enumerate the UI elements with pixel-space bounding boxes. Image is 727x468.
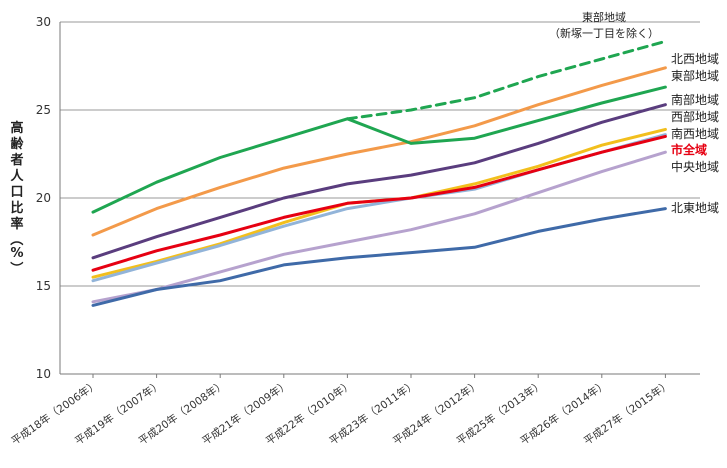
series-label: 南西地域 — [671, 126, 719, 141]
series-line — [91, 103, 667, 260]
series-line — [91, 133, 667, 283]
y-tick-label: 25 — [36, 103, 51, 117]
y-label-char: 者 — [9, 152, 23, 168]
series-label: 北西地域 — [671, 52, 719, 66]
y-label-char: 率 — [10, 216, 23, 232]
y-tick-label: 20 — [36, 191, 51, 205]
annotation-line2: （新塚一丁目を除く） — [549, 26, 659, 40]
y-tick-label: 15 — [36, 279, 51, 293]
y-label-char: ） — [8, 261, 24, 274]
y-tick-labels: 10 15 20 25 30 — [36, 15, 51, 381]
series-lines — [91, 39, 667, 307]
x-tick-labels: 平成18年（2006年）平成19年（2007年）平成20年（2008年）平成21… — [9, 378, 673, 448]
series-line — [91, 134, 667, 272]
series-line — [345, 39, 667, 121]
y-label-char: 口 — [10, 185, 23, 200]
y-tick-label: 10 — [36, 367, 51, 381]
series-label: 中央地域 — [671, 159, 719, 174]
y-tick-label: 30 — [36, 15, 51, 29]
grid-lines — [60, 21, 700, 287]
annotation-line1: 東部地域 — [582, 10, 626, 24]
series-label: 西部地域 — [671, 109, 719, 124]
series-label: 南部地域 — [671, 92, 719, 107]
y-label-char: % — [10, 246, 23, 261]
annotation: 東部地域 （新塚一丁目を除く） — [549, 10, 659, 40]
y-label-char: 高 — [10, 120, 23, 136]
y-label-char: （ — [8, 232, 24, 245]
series-line — [91, 85, 667, 214]
series-line — [91, 207, 667, 307]
axes — [59, 22, 700, 378]
series-label: 市全域 — [671, 142, 707, 157]
series-label: 北東地域 — [671, 201, 719, 215]
series-label: 東部地域 — [671, 68, 719, 83]
y-label-char: 人 — [10, 168, 24, 184]
series-line — [91, 150, 667, 304]
y-label-char: 比 — [10, 200, 23, 216]
y-label-char: 齢 — [10, 136, 24, 152]
series-line — [91, 66, 667, 237]
